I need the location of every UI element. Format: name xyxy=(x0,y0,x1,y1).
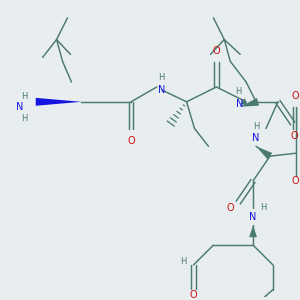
Text: O: O xyxy=(291,131,298,141)
Text: N: N xyxy=(16,102,23,112)
Text: N: N xyxy=(249,212,257,223)
Text: O: O xyxy=(226,202,234,213)
Polygon shape xyxy=(256,146,272,159)
Text: N: N xyxy=(252,134,260,143)
Text: N: N xyxy=(158,85,166,95)
Text: O: O xyxy=(127,136,135,146)
Text: N: N xyxy=(236,99,244,109)
Text: O: O xyxy=(190,290,197,300)
Text: H: H xyxy=(21,92,27,101)
Text: H: H xyxy=(159,73,165,82)
Text: H: H xyxy=(260,203,266,212)
Text: O: O xyxy=(292,176,300,186)
Polygon shape xyxy=(36,98,81,106)
Text: O: O xyxy=(212,46,220,56)
Text: H: H xyxy=(235,87,242,96)
Text: H: H xyxy=(180,257,187,266)
Polygon shape xyxy=(249,225,257,237)
Text: O: O xyxy=(292,91,300,101)
Text: H: H xyxy=(21,114,27,123)
Text: H: H xyxy=(253,122,259,131)
Polygon shape xyxy=(240,98,247,106)
Polygon shape xyxy=(240,98,259,107)
